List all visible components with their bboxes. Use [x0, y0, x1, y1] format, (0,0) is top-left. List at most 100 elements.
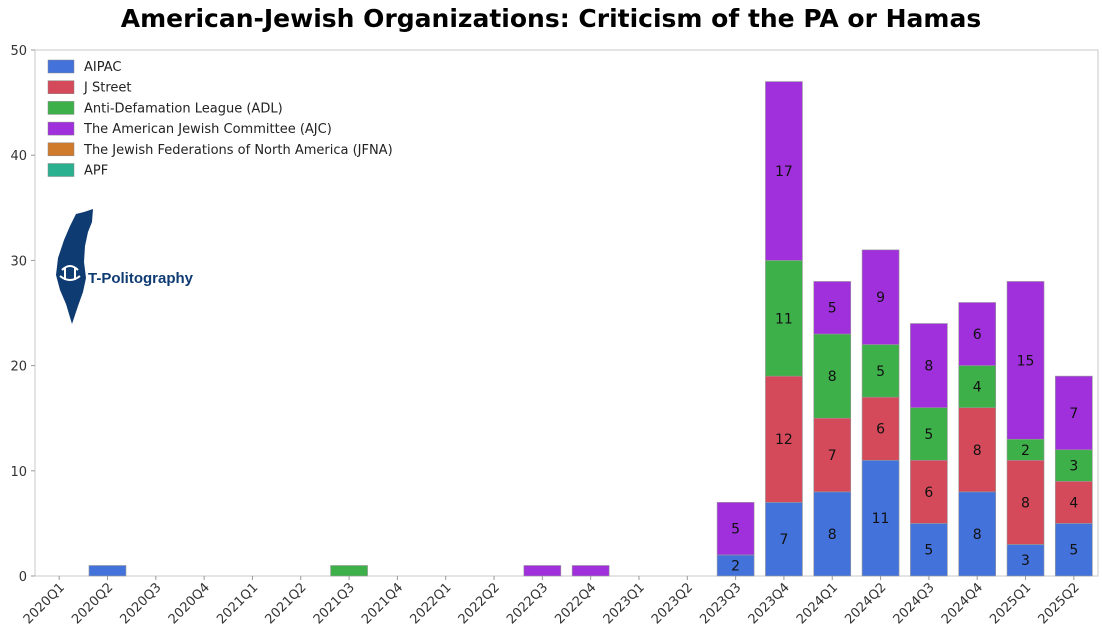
data-label: 12 [775, 432, 793, 448]
bar-segment [1006, 281, 1045, 440]
x-tick-label: 2020Q1 [21, 580, 68, 627]
data-label: 11 [775, 311, 793, 327]
bar-segment [813, 491, 852, 577]
bar-segment [88, 565, 127, 577]
data-label: 8 [973, 527, 982, 543]
bar-segment [813, 333, 852, 419]
bar-segment [910, 407, 948, 461]
data-label: 9 [876, 290, 885, 306]
x-tick-label: 2021Q1 [214, 580, 261, 627]
data-label: 8 [1021, 495, 1030, 511]
bar-segment [523, 565, 562, 577]
x-tick-label: 2021Q2 [262, 580, 309, 627]
legend-label: The American Jewish Committee (AJC) [83, 122, 332, 137]
data-label: 6 [924, 485, 933, 501]
x-tick-label: 2020Q3 [118, 580, 165, 627]
legend-swatch [47, 142, 75, 157]
x-tick-label: 2022Q2 [456, 580, 503, 627]
data-label: 5 [828, 301, 837, 317]
x-axis: 2020Q1 2020Q2 2020Q3 2020Q4 2021Q1 2021Q2 2021… [21, 576, 1083, 627]
data-label: 6 [876, 422, 885, 438]
x-tick-label: 2021Q4 [359, 580, 406, 627]
y-tick-label: 50 [10, 44, 27, 59]
x-tick-label: 2020Q2 [69, 580, 116, 627]
logo-text: T-Politography [88, 270, 194, 287]
data-label: 5 [1069, 543, 1078, 559]
x-tick-label: 2022Q4 [552, 580, 599, 627]
x-tick-label: 2024Q3 [891, 580, 938, 627]
x-tick-label: 2024Q2 [842, 580, 889, 627]
bar-segment [861, 396, 900, 461]
bar-segment [958, 407, 997, 493]
data-label: 5 [924, 427, 933, 443]
data-label: 5 [924, 543, 933, 559]
data-label: 2 [731, 558, 740, 574]
bar-segment [861, 344, 900, 398]
y-tick-label: 30 [10, 254, 27, 269]
bar-segment [958, 491, 997, 577]
data-label: 3 [1069, 459, 1078, 475]
data-label: 3 [1021, 553, 1030, 569]
x-tick-label: 2023Q1 [601, 580, 648, 627]
data-label: 17 [775, 164, 793, 180]
legend-label: Anti-Defamation League (ADL) [84, 101, 283, 116]
data-label: 5 [876, 364, 885, 380]
data-label: 7 [828, 448, 837, 464]
data-label: 7 [1069, 406, 1078, 422]
legend-swatch [47, 80, 75, 94]
y-tick-label: 40 [10, 149, 27, 164]
x-tick-label: 2024Q4 [939, 580, 986, 627]
bar-segment [765, 260, 803, 377]
legend-swatch [47, 59, 75, 74]
bar-segment [1055, 481, 1093, 524]
data-label: 8 [973, 443, 982, 459]
data-label: 15 [1017, 353, 1035, 369]
legend-label: APF [84, 164, 108, 179]
bar-segment [765, 502, 803, 577]
logo-emblem-icon [59, 265, 81, 281]
x-tick-label: 2023Q3 [697, 580, 744, 627]
bar-segment [958, 365, 997, 408]
data-label: 5 [731, 522, 740, 538]
bar-segment [1006, 544, 1045, 577]
chart-title: American-Jewish Organizations: Criticism… [120, 4, 982, 33]
legend-swatch [47, 163, 75, 177]
bar-segment [910, 323, 948, 408]
y-axis: 0 10 20 30 40 50 [10, 44, 35, 585]
t-politography-logo: T-Politography [56, 209, 194, 324]
bar-segment [861, 249, 900, 345]
x-tick-label: 2023Q2 [649, 580, 696, 627]
data-label: 11 [872, 511, 890, 527]
y-tick-label: 20 [10, 360, 27, 375]
legend: AIPAC J Street Anti-Defamation League (ADL… [47, 59, 393, 179]
x-tick-label: 2022Q1 [407, 580, 454, 627]
bar-segment [1055, 523, 1093, 577]
bar-segment [1006, 459, 1045, 545]
legend-label: AIPAC [84, 60, 121, 75]
data-label: 8 [924, 359, 933, 375]
bar-segment [716, 502, 755, 556]
bar-segment [958, 302, 997, 366]
bar-segment [861, 459, 900, 577]
data-label: 4 [1069, 495, 1078, 511]
bar-segment [813, 281, 852, 335]
x-tick-label: 2020Q4 [166, 580, 213, 627]
data-label: 7 [779, 532, 788, 548]
data-label: 4 [973, 380, 982, 396]
y-tick-label: 0 [19, 570, 27, 585]
data-label: 8 [828, 369, 837, 385]
x-tick-label: 2022Q3 [504, 580, 551, 627]
x-tick-label: 2025Q1 [987, 580, 1034, 627]
x-tick-label: 2025Q2 [1036, 580, 1083, 627]
bar-segment [910, 523, 948, 577]
x-tick-label: 2023Q4 [746, 580, 793, 627]
x-tick-label: 2021Q3 [311, 580, 358, 627]
data-label: 2 [1021, 443, 1030, 459]
bar-segment [910, 459, 948, 524]
legend-swatch [47, 121, 75, 136]
legend-swatch [47, 101, 75, 115]
bar-segment [765, 81, 803, 261]
data-label: 6 [973, 327, 982, 343]
y-tick-label: 10 [10, 465, 27, 480]
